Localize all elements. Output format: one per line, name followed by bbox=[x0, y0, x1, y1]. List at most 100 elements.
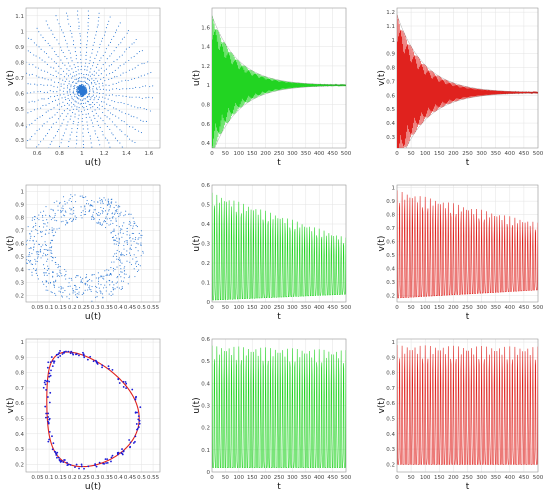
data-point bbox=[75, 294, 77, 296]
data-point bbox=[40, 69, 42, 71]
data-point bbox=[26, 126, 28, 128]
data-point bbox=[47, 412, 50, 415]
data-point bbox=[118, 251, 120, 253]
data-point bbox=[41, 115, 44, 117]
data-point bbox=[60, 83, 62, 85]
data-point bbox=[91, 286, 93, 288]
y-axis-label: u(t) bbox=[192, 397, 202, 413]
data-point bbox=[131, 388, 134, 391]
data-point bbox=[77, 90, 80, 94]
data-point bbox=[26, 256, 27, 258]
data-point bbox=[57, 205, 59, 207]
data-point bbox=[54, 51, 56, 53]
data-point bbox=[98, 108, 100, 110]
data-point bbox=[42, 386, 45, 389]
data-point bbox=[75, 353, 77, 356]
data-point bbox=[55, 452, 57, 455]
data-point bbox=[37, 67, 40, 69]
data-point bbox=[90, 68, 92, 70]
data-point bbox=[87, 10, 89, 12]
data-point bbox=[22, 116, 23, 117]
data-point bbox=[94, 82, 96, 84]
x-tick-label: 100 bbox=[420, 305, 431, 311]
y-tick-label: 1 bbox=[21, 340, 25, 346]
data-point bbox=[115, 239, 117, 241]
x-tick-label: 1.6 bbox=[144, 151, 153, 157]
data-point bbox=[30, 92, 32, 94]
data-point bbox=[51, 260, 53, 262]
data-point bbox=[98, 287, 100, 289]
x-tick-label: 300 bbox=[287, 475, 298, 481]
data-point bbox=[87, 29, 89, 31]
plot-area bbox=[212, 192, 346, 301]
data-point bbox=[133, 42, 135, 44]
envelope-lower bbox=[405, 92, 538, 148]
data-point bbox=[84, 77, 86, 79]
data-point bbox=[90, 142, 92, 144]
data-point bbox=[32, 217, 34, 219]
data-point bbox=[127, 30, 129, 32]
data-point bbox=[90, 204, 92, 207]
data-point bbox=[29, 261, 31, 263]
data-point bbox=[43, 84, 45, 86]
data-point bbox=[65, 211, 67, 213]
data-point bbox=[105, 226, 107, 229]
data-point bbox=[38, 219, 40, 221]
x-tick-label: 350 bbox=[490, 475, 501, 481]
y-tick-label: 0.8 bbox=[201, 103, 210, 109]
data-point bbox=[74, 215, 76, 217]
data-point bbox=[85, 277, 87, 279]
data-point bbox=[50, 79, 52, 81]
data-point bbox=[111, 454, 114, 457]
data-point bbox=[96, 213, 98, 215]
data-point bbox=[80, 281, 82, 283]
data-point bbox=[107, 202, 110, 204]
data-point bbox=[130, 213, 132, 215]
y-tick-label: 0.2 bbox=[201, 426, 210, 432]
data-point bbox=[89, 89, 91, 91]
data-point bbox=[100, 276, 102, 278]
data-point bbox=[108, 204, 110, 206]
data-point bbox=[107, 23, 109, 26]
y-tick-label: 0.2 bbox=[15, 294, 24, 300]
data-point bbox=[120, 252, 122, 254]
data-point bbox=[101, 130, 103, 133]
data-point bbox=[117, 244, 119, 246]
data-point bbox=[108, 142, 110, 144]
data-point bbox=[61, 296, 64, 298]
data-point bbox=[92, 106, 94, 108]
y-tick-label: 1.6 bbox=[201, 25, 210, 31]
data-point bbox=[151, 97, 154, 99]
data-point bbox=[106, 222, 108, 225]
data-point bbox=[120, 254, 122, 256]
data-point bbox=[129, 252, 131, 254]
data-point bbox=[56, 86, 59, 88]
data-point bbox=[135, 86, 137, 88]
data-point bbox=[138, 232, 140, 235]
data-point bbox=[31, 271, 33, 273]
data-point bbox=[75, 54, 77, 56]
data-point bbox=[82, 132, 84, 134]
x-tick-label: 250 bbox=[462, 151, 473, 157]
data-point bbox=[80, 62, 82, 64]
x-tick-label: 150 bbox=[247, 151, 258, 157]
data-point bbox=[68, 218, 71, 220]
x-tick-label: 150 bbox=[434, 475, 445, 481]
data-point bbox=[105, 290, 107, 292]
x-tick-label: 450 bbox=[519, 151, 530, 157]
data-point bbox=[50, 242, 52, 244]
y-tick-label: 0.7 bbox=[386, 226, 395, 232]
y-tick-label: 0.6 bbox=[15, 92, 24, 98]
data-point bbox=[124, 241, 126, 243]
data-point bbox=[24, 114, 25, 115]
data-point bbox=[67, 222, 69, 224]
data-point bbox=[50, 219, 52, 221]
x-tick-label: 0.25 bbox=[78, 475, 91, 481]
data-point bbox=[55, 281, 57, 283]
data-point bbox=[28, 37, 30, 39]
data-point bbox=[30, 110, 32, 113]
data-point bbox=[88, 104, 90, 106]
data-point bbox=[64, 64, 66, 66]
data-point bbox=[74, 466, 76, 469]
data-point bbox=[113, 60, 115, 62]
